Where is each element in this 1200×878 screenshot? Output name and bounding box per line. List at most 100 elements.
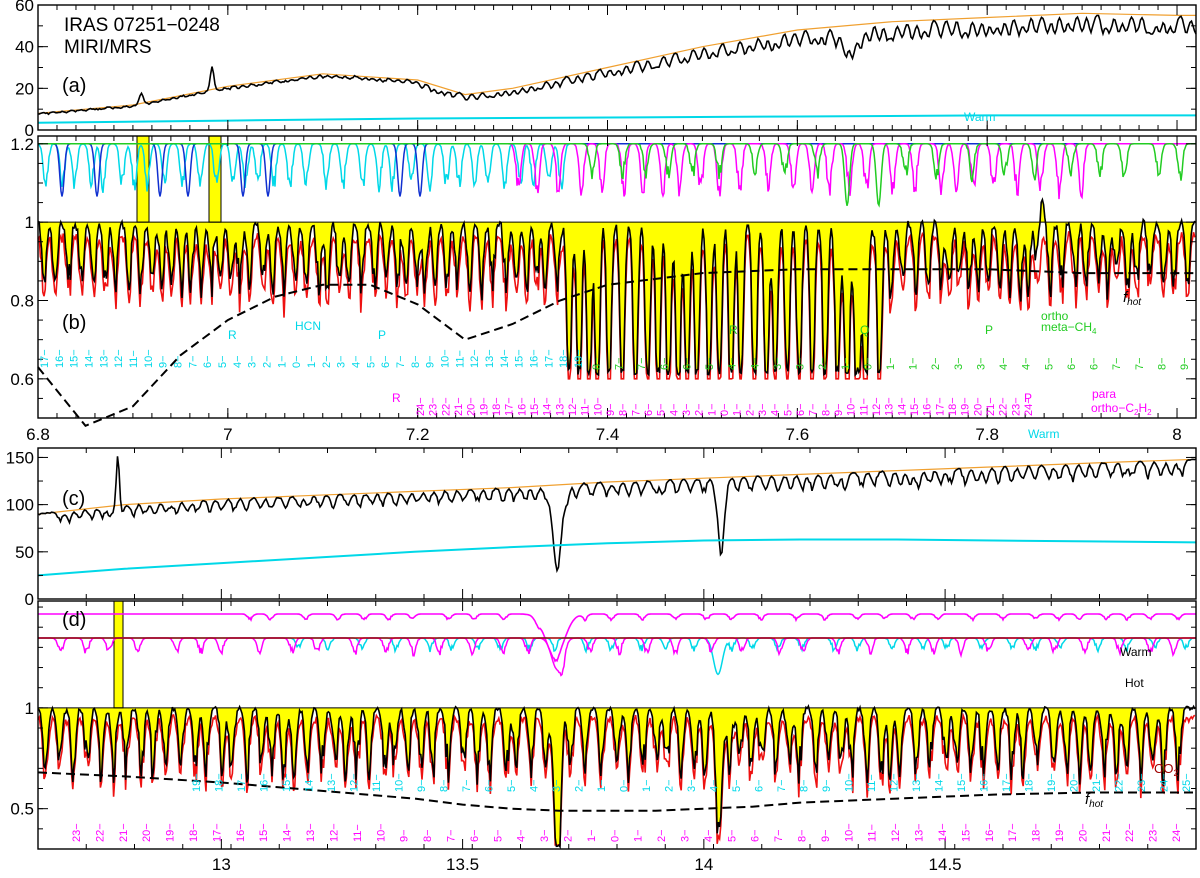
c2h2-line-id-label: 18− bbox=[491, 397, 503, 416]
c2h2-line-id-label: 6− bbox=[643, 403, 655, 416]
panel-d-cyan-line-id-label: 14− bbox=[304, 773, 316, 792]
panel-d-magenta-line-id-label: 13− bbox=[305, 823, 317, 842]
ch4-line-id-label: 4− bbox=[727, 357, 739, 370]
hcn-line-id-label: 6− bbox=[380, 355, 392, 368]
panel-c-warm-label: Warm bbox=[1028, 427, 1060, 441]
panel-d-warm-label: Warm bbox=[1120, 645, 1152, 659]
hcn-line-id-label: 18− bbox=[558, 349, 570, 368]
ch4-ortho-label: ortho bbox=[1041, 309, 1069, 323]
hcn-line-id-label: 8− bbox=[173, 355, 185, 368]
panel-d-cyan-line-id-label: 16− bbox=[979, 773, 991, 792]
panel-d-cyan-line-id-label: 10− bbox=[844, 773, 856, 792]
panel-d-magenta-line-id-label: 2− bbox=[656, 829, 668, 842]
panel-d-fhot-label: fhot bbox=[1085, 791, 1104, 810]
lower-x-tick-label: 13.5 bbox=[446, 855, 479, 874]
ch4-line-id-label: 7− bbox=[1111, 357, 1123, 370]
panel-d-cyan-line-id-label: 14− bbox=[934, 773, 946, 792]
panel-d-magenta-line-id-label: 23− bbox=[1148, 823, 1160, 842]
hcn-line-id-label: 6− bbox=[202, 355, 214, 368]
c2h2-line-id-label: 5− bbox=[656, 403, 668, 416]
panel-d-magenta-line-id-label: 2− bbox=[563, 829, 575, 842]
c2h2-line-id-label: 5− bbox=[782, 403, 794, 416]
hcn-line-id-label: 10− bbox=[143, 349, 155, 368]
panel-d-cyan-line-id-label: 13− bbox=[326, 773, 338, 792]
c2h2-line-id-label: 22− bbox=[998, 397, 1010, 416]
upper-x-tick-label: 8 bbox=[1172, 425, 1181, 444]
ch4-line-id-label: 7− bbox=[636, 357, 648, 370]
hcn-line-id-label: 12− bbox=[469, 349, 481, 368]
ch4-line-id-label: 7− bbox=[614, 357, 626, 370]
hcn-line-id-label: 14− bbox=[84, 349, 96, 368]
hcn-line-id-label: 17− bbox=[543, 349, 555, 368]
panel-d-cyan-line-id-label: 15− bbox=[281, 773, 293, 792]
ch4-line-id-label: 0− bbox=[862, 357, 874, 370]
upper-x-tick-label: 7.6 bbox=[786, 425, 810, 444]
ch4-line-id-label: 7− bbox=[1134, 357, 1146, 370]
c2h2-line-id-label: 13− bbox=[884, 397, 896, 416]
c2h2-line-id-label: 1− bbox=[706, 403, 718, 416]
header-instrument: MIRI/MRS bbox=[64, 37, 152, 58]
text-layer: IRAS 07251−0248 MIRI/MRS (a) Warm (b) (d… bbox=[62, 15, 1179, 810]
c2h2-line-id-label: 7− bbox=[808, 403, 820, 416]
panel-d-cyan-line-id-label: 3− bbox=[686, 779, 698, 792]
ch4-line-id-label: 5− bbox=[704, 357, 716, 370]
ch4-line-id-label: 9− bbox=[1179, 357, 1191, 370]
panel-d-magenta-line-id-label: 4− bbox=[516, 829, 528, 842]
panel-d-magenta-line-id-label: 23− bbox=[71, 823, 83, 842]
upper-x-tick-label: 7.2 bbox=[406, 425, 430, 444]
hcn-line-id-label: 16− bbox=[54, 349, 66, 368]
panel-d-y-tick-label: 0.5 bbox=[10, 800, 34, 819]
panel-d-cyan-line-id-label: 4− bbox=[709, 779, 721, 792]
panel-d-magenta-line-id-label: 11− bbox=[352, 824, 364, 842]
c2h2-line-id-label: 1− bbox=[732, 403, 744, 416]
panel-d-magenta-line-id-label: 12− bbox=[328, 823, 340, 842]
c2h2-line-id-label: 10− bbox=[592, 397, 604, 416]
ch4-line-id-label: 4− bbox=[1021, 357, 1033, 370]
hcn-line-id-label: 12− bbox=[113, 349, 125, 368]
c2h2-line-id-label: 23− bbox=[1010, 397, 1022, 416]
panel-d-magenta-line-id-label: 14− bbox=[937, 823, 949, 842]
panel-d-y-tick-label: 1 bbox=[25, 699, 34, 718]
panel-a-y-tick-label: 40 bbox=[15, 38, 34, 57]
c2h2-line-id-label: 12− bbox=[567, 397, 579, 416]
c2h2-line-id-label: 8− bbox=[820, 403, 832, 416]
panel-b-fill bbox=[38, 199, 1196, 375]
panel-d-magenta-line-id-label: 8− bbox=[422, 829, 434, 842]
hcn-line-id-label: 14− bbox=[499, 349, 511, 368]
hcn-line-id-label: 7− bbox=[395, 355, 407, 368]
panel-d-observed-spectrum bbox=[37, 704, 1196, 850]
panel-d-magenta-line-id-label: 11− bbox=[867, 824, 879, 842]
panel-d-cyan-line-id-label: 9− bbox=[416, 779, 428, 792]
upper-x-tick-label: 7 bbox=[223, 425, 232, 444]
panel-d-fill bbox=[38, 706, 1196, 847]
panel-d-co2-label: CO2 bbox=[1154, 761, 1179, 778]
c2h2-line-id-label: 0− bbox=[719, 403, 731, 416]
c2h2-para-label: para bbox=[1092, 387, 1116, 401]
panel-a-warm-line bbox=[37, 114, 1196, 124]
panel-d-magenta-line-id-label: 18− bbox=[1031, 823, 1043, 842]
panel-d-magenta-line-id-label: 22− bbox=[1124, 823, 1136, 842]
panel-d-model-spectrum bbox=[37, 712, 1196, 846]
c2h2-line-id-label: 20− bbox=[972, 397, 984, 416]
c2h2-line-id-label: 20− bbox=[466, 397, 478, 416]
panel-d-cyan-line-id-label: 3− bbox=[551, 779, 563, 792]
panel-d-magenta-line-id-label: 8− bbox=[797, 829, 809, 842]
panel-d-cyan-line-id-label: 6− bbox=[754, 779, 766, 792]
ch4-p-branch-label: P bbox=[985, 323, 993, 337]
panel-d-magenta-line-id-label: 6− bbox=[469, 829, 481, 842]
c2h2-line-id-label: 8− bbox=[618, 403, 630, 416]
hcn-line-id-label: 15− bbox=[514, 349, 526, 368]
panel-d-magenta-line-id-label: 15− bbox=[960, 823, 972, 842]
c2h2-line-id-label: 16− bbox=[922, 397, 934, 416]
panel-d-cyan-line-id-label: 0− bbox=[619, 779, 631, 792]
panel-d-cyan-line-id-label: 7− bbox=[461, 779, 473, 792]
panel-b-emission-bar-2 bbox=[208, 135, 222, 223]
lower-x-tick-label: 14.5 bbox=[929, 855, 962, 874]
panel-d-magenta-line-id-label: 16− bbox=[235, 823, 247, 842]
c2h2-line-id-label: 21− bbox=[453, 397, 465, 416]
c2h2-p-branch-label: P bbox=[1024, 391, 1032, 405]
c2h2-line-id-label: 11− bbox=[580, 398, 592, 416]
hcn-r-branch-label: R bbox=[228, 328, 237, 342]
panel-d-cyan-line-id-label: 17− bbox=[236, 773, 248, 792]
panel-d-cyan-line-id-label: 9− bbox=[821, 779, 833, 792]
